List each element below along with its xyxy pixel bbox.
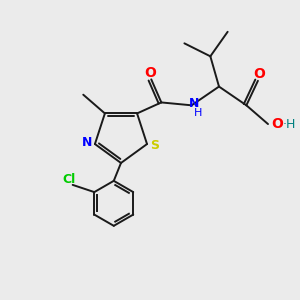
Text: N: N	[82, 136, 92, 149]
Text: ·H: ·H	[283, 118, 296, 130]
Text: O: O	[254, 68, 265, 82]
Text: O: O	[271, 117, 283, 131]
Text: H: H	[194, 108, 202, 118]
Text: S: S	[151, 139, 160, 152]
Text: O: O	[144, 66, 156, 80]
Text: N: N	[189, 98, 199, 110]
Text: Cl: Cl	[63, 173, 76, 186]
